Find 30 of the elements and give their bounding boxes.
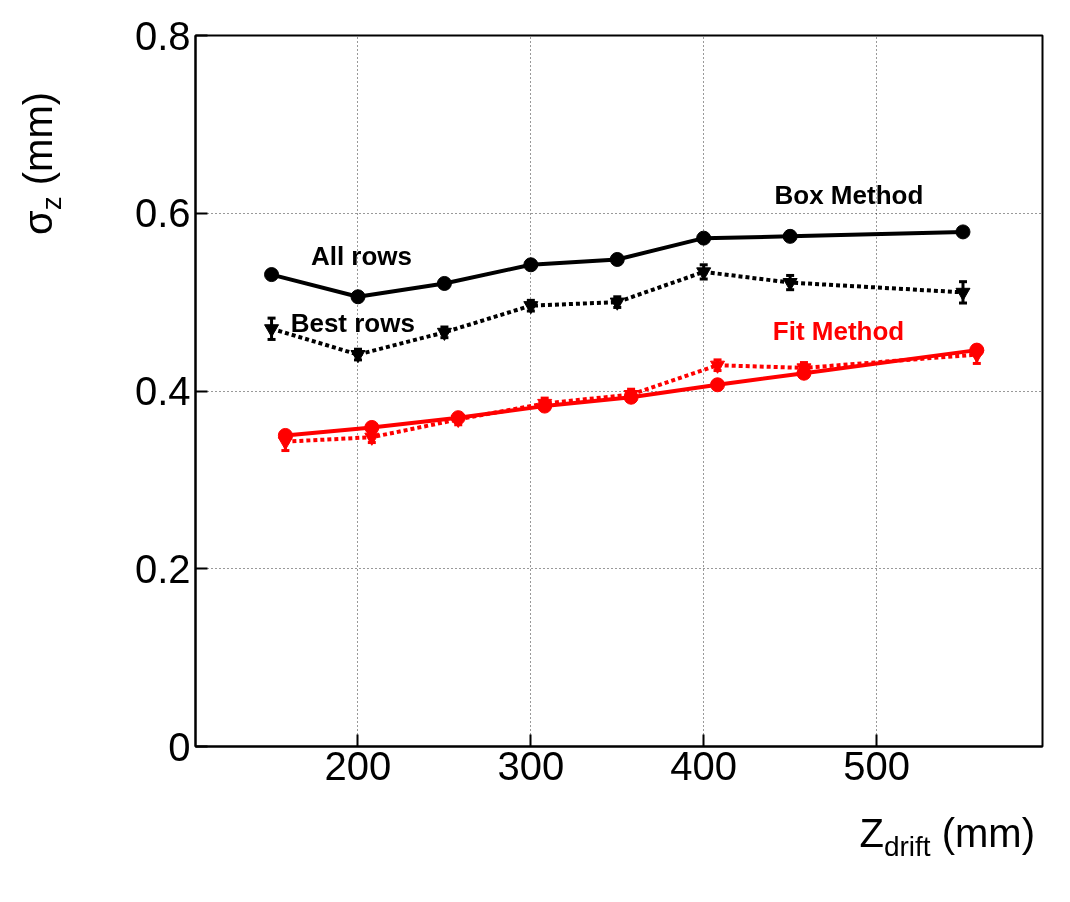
annotation: All rows [310,240,413,271]
y-tick-label: 0.4 [134,369,191,413]
point [710,377,726,393]
point [523,257,539,273]
point [710,360,726,374]
y-tick-label: 0 [168,724,191,769]
point [523,301,539,315]
y-tick-label: 0.6 [134,191,191,236]
point [609,297,625,311]
point [955,287,971,301]
x-tick-label: 400 [670,743,738,788]
x-tick-label: 500 [843,743,910,788]
point [955,224,971,240]
point [350,289,366,305]
point [782,228,798,244]
point [609,251,625,267]
point [364,432,380,446]
point [696,230,712,246]
x-tick-label: 200 [324,743,392,788]
point [264,267,280,283]
x-tick-label: 300 [497,743,565,788]
y-tick-label: 0.8 [134,13,191,58]
annotation: Box Method [774,180,924,211]
annotation: Fit Method [772,315,905,346]
point [350,350,366,364]
point [436,327,452,341]
x-axis-title: Z$_{drift}$ (mm) [858,810,1035,864]
y-tick-label: 0.2 [134,546,191,591]
point [436,275,452,291]
annotation: Best rows [290,307,415,338]
